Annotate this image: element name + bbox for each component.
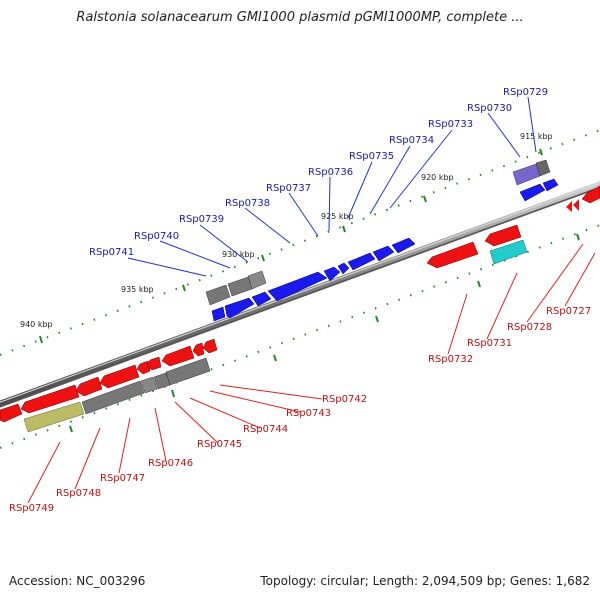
tick-label-940: 940 kbp bbox=[20, 320, 53, 329]
forward-leader-lines bbox=[127, 96, 537, 277]
tick-label-920: 920 kbp bbox=[421, 173, 454, 182]
forward-gene-labels: RSp0729 RSp0730 RSp0733 RSp0734 RSp0735 … bbox=[89, 87, 548, 258]
gene-label-rsp0732: RSp0732 bbox=[428, 354, 473, 365]
gene-label-rsp0730: RSp0730 bbox=[467, 103, 512, 114]
tick-marks bbox=[39, 148, 580, 433]
genome-backbone bbox=[0, 181, 600, 408]
tick-label-925: 925 kbp bbox=[321, 212, 354, 221]
gene-label-rsp0736: RSp0736 bbox=[308, 167, 353, 178]
gene-label-rsp0741: RSp0741 bbox=[89, 247, 134, 258]
reverse-leader-lines bbox=[27, 243, 596, 504]
gene-label-rsp0742: RSp0742 bbox=[322, 394, 367, 405]
gene-label-rsp0745: RSp0745 bbox=[197, 439, 242, 450]
gene-label-rsp0737: RSp0737 bbox=[266, 183, 311, 194]
gene-label-rsp0727: RSp0727 bbox=[546, 306, 591, 317]
forward-genes bbox=[205, 159, 559, 322]
gene-label-rsp0729: RSp0729 bbox=[503, 87, 548, 98]
gene-label-rsp0728: RSp0728 bbox=[507, 322, 552, 333]
gene-label-rsp0738: RSp0738 bbox=[225, 198, 270, 209]
reverse-genes bbox=[0, 185, 600, 433]
gene-label-rsp0743: RSp0743 bbox=[286, 408, 331, 419]
tick-label-935: 935 kbp bbox=[121, 285, 154, 294]
gene-label-rsp0734: RSp0734 bbox=[389, 135, 434, 146]
gene-label-rsp0746: RSp0746 bbox=[148, 458, 193, 469]
map-title: Ralstonia solanacearum GMI1000 plasmid p… bbox=[76, 10, 524, 25]
genome-summary: Topology: circular; Length: 2,094,509 bp… bbox=[260, 574, 590, 588]
gene-label-rsp0731: RSp0731 bbox=[467, 338, 512, 349]
gene-label-rsp0748: RSp0748 bbox=[56, 488, 101, 499]
tick-label-915: 915 kbp bbox=[520, 132, 553, 141]
gene-label-rsp0749: RSp0749 bbox=[9, 503, 54, 514]
gene-label-rsp0740: RSp0740 bbox=[134, 231, 179, 242]
accession-label: Accession: NC_003296 bbox=[9, 574, 146, 588]
gene-label-rsp0733: RSp0733 bbox=[428, 119, 473, 130]
gene-label-rsp0747: RSp0747 bbox=[100, 473, 145, 484]
gene-label-rsp0735: RSp0735 bbox=[349, 151, 394, 162]
gene-label-rsp0744: RSp0744 bbox=[243, 424, 288, 435]
reverse-gene-labels: RSp0727 RSp0728 RSp0731 RSp0732 RSp0742 … bbox=[9, 306, 591, 514]
gene-label-rsp0739: RSp0739 bbox=[179, 214, 224, 225]
